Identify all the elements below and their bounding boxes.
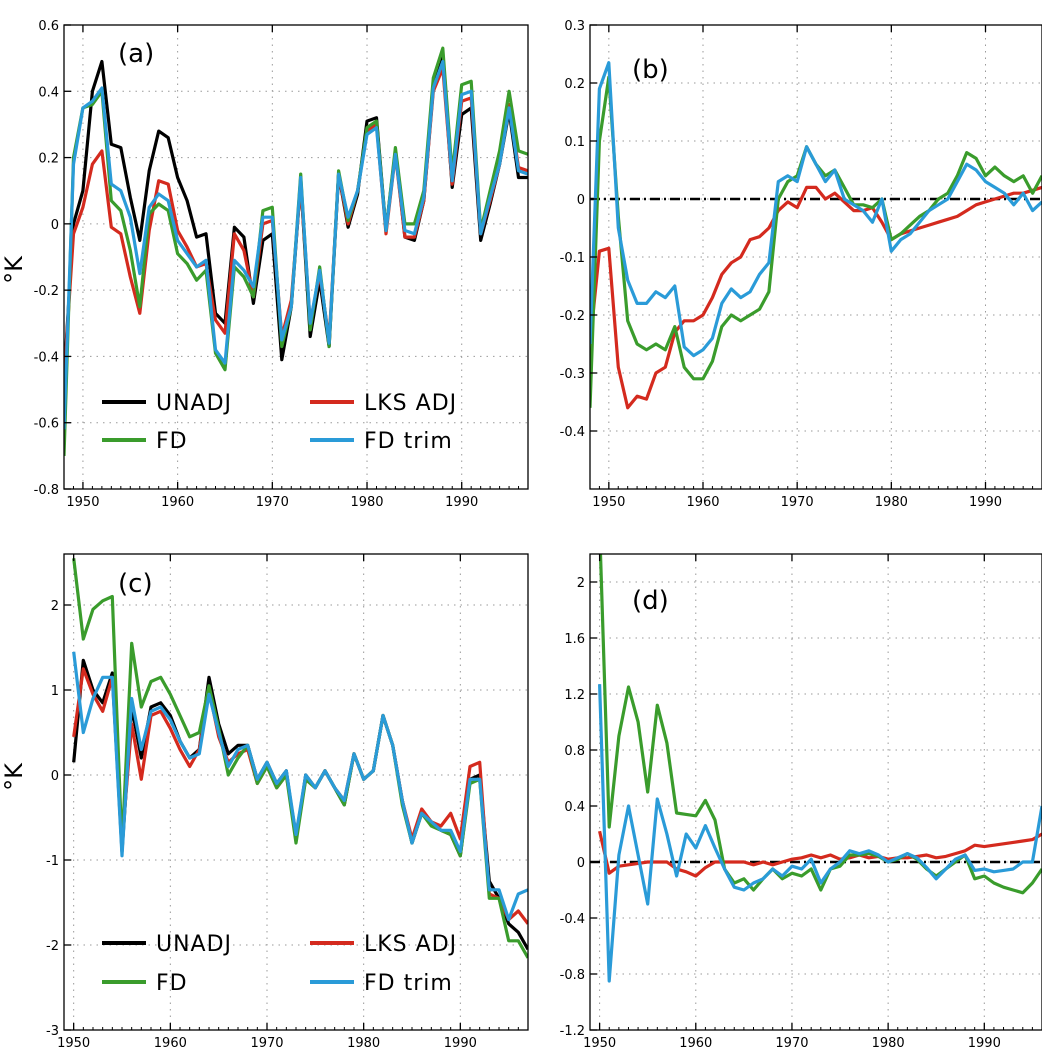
x-tick-label: 1960 — [679, 1036, 712, 1051]
y-tick-label: -1.2 — [560, 1024, 585, 1039]
panel-c: 1950 1960 1970 1980 1990 -3 -2 -1 0 1 2 (c) °K UNADJ L… — [0, 553, 529, 1051]
y-tick-label: 2 — [577, 576, 585, 591]
series-line-fd-trim — [72, 651, 528, 922]
y-tick-label: 0 — [51, 769, 59, 784]
plot-frame — [589, 553, 1042, 1031]
y-tick-label: -2 — [46, 939, 59, 954]
y-tick-label: 0.3 — [564, 19, 585, 34]
x-tick-label: 1950 — [57, 1036, 90, 1051]
y-tick-label: 1 — [51, 684, 59, 699]
series-line-fd-trim — [590, 61, 1042, 358]
panel-b: 1950 1960 1970 1980 1990 -0.4 -0.3 -0.2 -0.1 0 0.1… — [560, 19, 1042, 510]
panel-label: (d) — [632, 586, 669, 616]
plot-frame — [63, 24, 529, 490]
x-tick-label: 1960 — [686, 495, 719, 510]
x-tick-label: 1970 — [250, 1036, 283, 1051]
series-line-fd — [598, 554, 1042, 895]
y-tick-label: -0.6 — [34, 417, 59, 432]
y-tick-label: -0.8 — [34, 483, 59, 498]
x-tick-label: 1980 — [347, 1036, 380, 1051]
y-tick-label: 0 — [51, 218, 59, 233]
x-tick-label: 1970 — [775, 1036, 808, 1051]
y-axis-label: °K — [0, 762, 28, 791]
x-tick-label: 1970 — [781, 495, 814, 510]
legend-label: LKS ADJ — [364, 932, 457, 957]
y-tick-label: 0.4 — [564, 800, 585, 815]
y-tick-label: 0.1 — [564, 135, 585, 150]
series-line-fd — [590, 75, 1042, 408]
x-tick-label: 1990 — [444, 1036, 477, 1051]
y-tick-label: -0.4 — [560, 425, 585, 440]
y-tick-label: 0.8 — [564, 744, 585, 759]
panel-label: (c) — [118, 569, 153, 599]
y-tick-label: 0 — [577, 856, 585, 871]
x-tick-label: 1980 — [350, 495, 383, 510]
panel-label: (a) — [118, 39, 154, 69]
y-tick-label: -3 — [46, 1024, 59, 1039]
x-tick-label: 1950 — [583, 1036, 616, 1051]
legend-label: FD trim — [364, 971, 453, 996]
legend-label: FD — [156, 429, 188, 454]
x-tick-label: 1950 — [592, 495, 625, 510]
y-tick-label: -0.2 — [34, 284, 59, 299]
y-tick-label: 1.2 — [564, 688, 585, 703]
legend-label: LKS ADJ — [364, 391, 457, 416]
y-tick-label: -0.4 — [34, 350, 59, 365]
y-tick-label: -1 — [46, 854, 59, 869]
legend-label: FD — [156, 971, 188, 996]
x-tick-label: 1980 — [872, 1036, 905, 1051]
x-tick-label: 1990 — [969, 495, 1002, 510]
legend-label: UNADJ — [156, 391, 232, 416]
x-tick-label: 1980 — [875, 495, 908, 510]
legend-label: FD trim — [364, 429, 453, 454]
series-line-fd-trim — [64, 59, 528, 430]
y-tick-label: 0.4 — [38, 85, 59, 100]
y-tick-label: 0 — [577, 193, 585, 208]
y-tick-label: 0.6 — [38, 19, 59, 34]
y-tick-label: -0.2 — [560, 309, 585, 324]
x-tick-label: 1970 — [256, 495, 289, 510]
plot-frame — [63, 553, 529, 1031]
y-tick-label: 1.6 — [564, 632, 585, 647]
x-tick-label: 1990 — [968, 1036, 1001, 1051]
y-axis-label: °K — [0, 255, 28, 284]
y-tick-label: -0.8 — [560, 968, 585, 983]
y-tick-label: 2 — [51, 599, 59, 614]
x-tick-label: 1990 — [445, 495, 478, 510]
x-tick-label: 1950 — [66, 495, 99, 510]
y-tick-label: 0.2 — [38, 152, 59, 167]
y-tick-label: -0.3 — [560, 367, 585, 382]
series-line-lks-adj — [590, 185, 1042, 410]
x-tick-label: 1960 — [161, 495, 194, 510]
y-tick-label: 0.2 — [564, 77, 585, 92]
y-tick-label: -0.1 — [560, 251, 585, 266]
y-tick-label: -0.4 — [560, 912, 585, 927]
panel-d: 1950 1960 1970 1980 1990 -1.2 -0.8 -0.4 0 0.4 0.8 1… — [560, 553, 1042, 1051]
legend-label: UNADJ — [156, 932, 232, 957]
series-line-fd-trim — [598, 684, 1042, 983]
x-tick-label: 1960 — [154, 1036, 187, 1051]
panel-a: 1950 1960 1970 1980 1990 -0.8 -0.6 -0.4 -0.2 0 0.2… — [0, 19, 529, 510]
panel-label: (b) — [632, 55, 669, 85]
